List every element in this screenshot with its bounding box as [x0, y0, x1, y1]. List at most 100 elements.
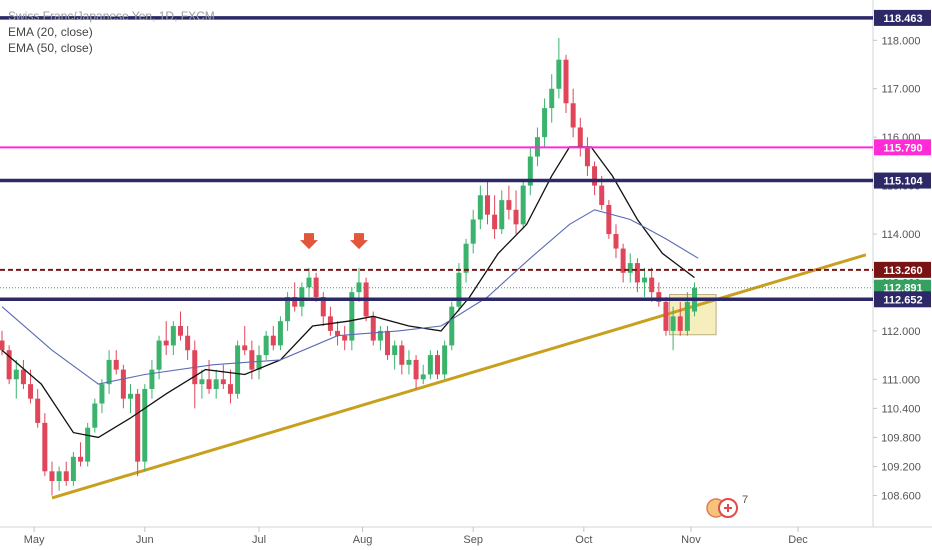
- candle-body: [285, 296, 291, 322]
- candle-body: [142, 388, 148, 462]
- candle: [135, 388, 141, 477]
- candle: [113, 350, 119, 375]
- candle-body: [35, 398, 41, 423]
- plus-icon: [724, 504, 732, 512]
- candle: [213, 369, 219, 399]
- candle-body: [677, 316, 683, 331]
- candle: [470, 209, 476, 254]
- candle: [484, 180, 490, 225]
- candle-body: [392, 345, 398, 356]
- candle: [170, 321, 176, 356]
- candle: [584, 137, 590, 176]
- candle-body: [78, 456, 84, 462]
- candle-body: [470, 219, 476, 244]
- candle: [592, 161, 598, 196]
- level-badge-label: 118.463: [883, 13, 922, 25]
- candle-body: [63, 471, 69, 481]
- candle-body: [570, 103, 576, 128]
- candle-body: [249, 350, 255, 370]
- candle-body: [684, 301, 690, 331]
- candle-body: [170, 326, 176, 346]
- candle-body: [220, 379, 226, 385]
- level-badge-dashed: [874, 261, 931, 278]
- candle: [335, 321, 341, 346]
- candle-body: [642, 277, 648, 283]
- candle-body: [349, 292, 355, 341]
- candle: [606, 200, 612, 239]
- candle-body: [149, 369, 155, 389]
- candle-body: [599, 185, 605, 205]
- x-tick-label: Jun: [136, 534, 154, 546]
- candle: [227, 369, 233, 404]
- x-tick-label: Oct: [575, 534, 592, 546]
- candle: [392, 340, 398, 370]
- arrow-down-icon: [299, 233, 318, 250]
- candle: [406, 350, 412, 375]
- candle-body: [6, 350, 12, 380]
- candle-body: [299, 287, 305, 307]
- candle: [6, 345, 12, 385]
- level-badge-label: 115.790: [883, 142, 922, 154]
- candle: [356, 267, 362, 302]
- x-tick-label: Nov: [681, 534, 701, 546]
- candle: [56, 466, 62, 491]
- candle-body: [120, 369, 126, 399]
- candle: [177, 311, 183, 341]
- candle-body: [406, 359, 412, 365]
- candle-body: [670, 316, 676, 331]
- candle-body: [113, 359, 119, 370]
- arrow-down-icon: [349, 233, 368, 250]
- candle: [220, 364, 226, 389]
- candle: [149, 359, 155, 399]
- candle: [142, 384, 148, 472]
- candle: [420, 364, 426, 385]
- candle: [242, 326, 248, 356]
- candle-body: [370, 316, 376, 341]
- candle: [185, 326, 191, 360]
- candle: [634, 258, 640, 293]
- candle-body: [584, 146, 590, 167]
- candle-body: [256, 355, 262, 370]
- candle: [556, 37, 562, 99]
- x-tick-label: Aug: [353, 534, 373, 546]
- candle: [477, 185, 483, 230]
- candle: [499, 190, 505, 235]
- candle: [49, 461, 55, 496]
- candle: [277, 316, 283, 351]
- candle-body: [627, 263, 633, 273]
- candle: [327, 306, 333, 336]
- candle-body: [128, 393, 134, 399]
- level-badge-res-118: [874, 9, 931, 26]
- candle-body: [292, 296, 298, 307]
- candle: [513, 190, 519, 235]
- candle-body: [0, 340, 5, 351]
- candle-body: [449, 306, 455, 346]
- candle-body: [377, 330, 383, 341]
- candle-body: [477, 195, 483, 220]
- y-tick-label: 118.000: [882, 35, 921, 47]
- candle: [235, 340, 241, 399]
- x-tick-label: May: [24, 534, 45, 546]
- candle-body: [435, 355, 440, 375]
- candle: [627, 253, 633, 283]
- candle: [99, 379, 105, 414]
- candle: [256, 345, 262, 380]
- candle-body: [306, 277, 312, 288]
- candle-body: [563, 59, 569, 104]
- candle: [577, 117, 583, 157]
- candle-body: [613, 234, 619, 249]
- events-badge: [706, 498, 738, 518]
- candle: [399, 340, 405, 375]
- candle: [292, 282, 298, 312]
- candle: [492, 195, 498, 239]
- candle: [642, 267, 648, 297]
- candle-body: [492, 214, 498, 230]
- events-count: 7: [742, 494, 748, 506]
- candle-body: [399, 345, 405, 365]
- candle: [570, 88, 576, 138]
- candle-body: [20, 369, 26, 385]
- candle-body: [420, 374, 426, 380]
- candle-body: [463, 243, 469, 273]
